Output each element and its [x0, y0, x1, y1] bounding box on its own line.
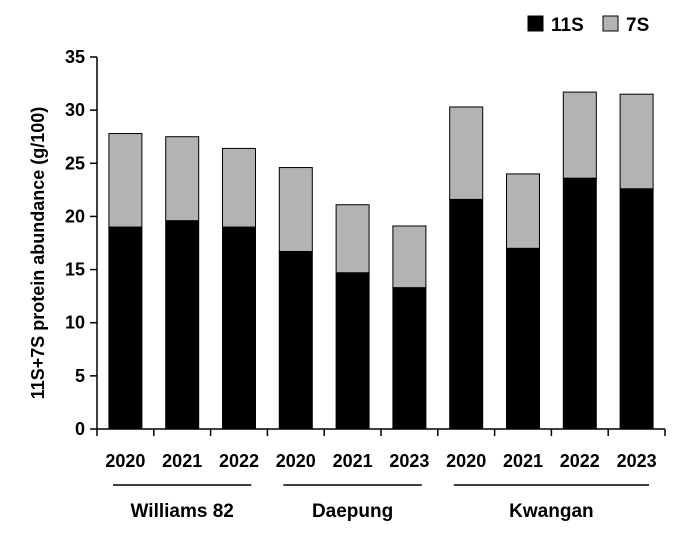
bar-7s-1	[165, 136, 200, 222]
bar-11s-6	[449, 198, 484, 430]
y-tick-label: 25	[65, 153, 85, 173]
x-category-label: 2021	[503, 451, 543, 471]
bar-7s-7	[506, 173, 540, 249]
y-axis-label: 11S+7S protein abundance (g/100)	[28, 107, 48, 400]
bars	[108, 91, 654, 430]
legend: 11S 7S	[527, 15, 649, 36]
x-category-label: 2022	[219, 451, 259, 471]
bar-7s-8	[562, 91, 597, 179]
x-category-label: 2020	[105, 451, 145, 471]
x-category-label: 2022	[560, 451, 600, 471]
y-tick-label: 10	[65, 313, 85, 333]
y-tick-label: 0	[75, 419, 85, 439]
bar-11s-5	[392, 287, 427, 430]
x-category-label: 2021	[162, 451, 202, 471]
bar-11s-4	[335, 272, 370, 430]
bar-11s-9	[619, 188, 654, 430]
bar-7s-3	[278, 167, 313, 253]
x-category-label: 2020	[446, 451, 486, 471]
bar-7s-0	[108, 133, 143, 228]
y-tick-label: 30	[65, 100, 85, 120]
y-tick-label: 20	[65, 206, 85, 226]
x-category-label: 2023	[389, 451, 429, 471]
bar-11s-7	[506, 247, 540, 430]
y-tick-label: 15	[65, 260, 85, 280]
bar-11s-3	[278, 251, 313, 430]
x-category-label: 2021	[333, 451, 373, 471]
axes: 0 5 10 15 20 25 30 35	[65, 47, 666, 439]
group-label: Daepung	[312, 501, 393, 522]
group-label: Williams 82	[131, 501, 234, 522]
bar-11s-2	[222, 226, 256, 430]
group-label: Kwangan	[509, 501, 593, 522]
bar-7s-9	[619, 93, 654, 190]
bar-11s-0	[108, 226, 143, 430]
bar-7s-4	[335, 204, 370, 274]
legend-swatch-7s	[602, 15, 619, 32]
bar-7s-6	[449, 106, 484, 200]
y-tick-label: 35	[65, 47, 85, 67]
x-category-label: 2020	[276, 451, 316, 471]
bar-11s-1	[165, 220, 200, 430]
x-category-label: 2023	[617, 451, 657, 471]
legend-label-7s: 7S	[626, 15, 649, 36]
x-labels: 2020 2021 2022 2020 2021 2023 2020 2021 2022 2023…	[105, 451, 656, 522]
legend-swatch-11s	[527, 15, 544, 32]
y-tick-label: 5	[75, 366, 85, 386]
bar-7s-2	[222, 147, 256, 228]
legend-label-11s: 11S	[551, 15, 584, 36]
bar-11s-8	[562, 177, 597, 430]
bar-7s-5	[392, 225, 427, 289]
